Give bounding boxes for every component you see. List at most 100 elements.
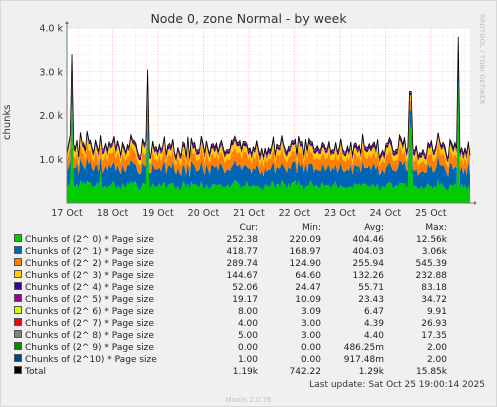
legend-series-name: Chunks of (2^ 9) * Page size	[10, 342, 195, 354]
axes	[65, 21, 477, 205]
legend-header-min: Min:	[301, 223, 321, 233]
legend-row: Chunks of (2^10) * Page size 1.00 0.00 917.…	[10, 354, 447, 366]
legend-value-min: 742.22	[289, 367, 322, 377]
legend-label: Chunks of (2^ 9) * Page size	[25, 343, 154, 353]
legend-label: Chunks of (2^ 8) * Page size	[25, 331, 154, 341]
area-series-1	[67, 57, 470, 191]
legend-value-avg: 4.39	[363, 319, 384, 329]
legend-swatch	[14, 294, 22, 302]
legend-row: Chunks of (2^ 0) * Page size 252.38 220.09…	[10, 234, 447, 246]
legend-value-max: 34.72	[421, 295, 447, 305]
legend-label: Chunks of (2^ 2) * Page size	[25, 259, 154, 269]
x-tick-label: 19 Oct	[142, 208, 174, 219]
y-tick-label: 1.0 k	[39, 155, 63, 166]
legend-row: Chunks of (2^ 6) * Page size 8.00 3.09 6.47…	[10, 306, 447, 318]
legend-value-min: 168.97	[289, 247, 322, 257]
tick-labels: 1.0 k 2.0 k 3.0 k 4.0 k 17 Oct 18 Oct 19 Oct 20…	[39, 24, 447, 220]
legend-label: Chunks of (2^ 4) * Page size	[25, 283, 154, 293]
legend-body: Chunks of (2^ 0) * Page size 252.38 220.09…	[10, 234, 447, 378]
legend-value-max: 2.00	[426, 343, 447, 353]
legend-value-min: 3.00	[300, 319, 321, 329]
legend-value-avg: 486.25m	[343, 343, 384, 353]
legend-row: Total 1.19k 742.22 1.29k 15.85k	[10, 366, 447, 378]
legend-value-avg: 1.29k	[358, 367, 384, 377]
legend-header-avg: Avg:	[364, 223, 384, 233]
legend-swatch	[14, 342, 22, 350]
area-series-0	[67, 79, 470, 203]
legend-value-max: 9.91	[426, 307, 447, 317]
total-line	[66, 36, 471, 159]
x-tick-label: 25 Oct	[415, 208, 447, 219]
legend-swatch	[14, 234, 22, 242]
legend-value-cur: 144.67	[226, 271, 259, 281]
legend-value-max: 232.88	[415, 271, 448, 281]
legend-value-max: 545.39	[415, 259, 448, 269]
legend-series-name: Chunks of (2^10) * Page size	[10, 354, 195, 366]
legend-value-max: 17.35	[421, 331, 447, 341]
legend-header: Cur: Min: Avg: Max:	[10, 222, 447, 234]
legend-value-max: 2.00	[426, 355, 447, 365]
legend-row: Chunks of (2^ 2) * Page size 289.74 124.90…	[10, 258, 447, 270]
legend-swatch	[14, 354, 22, 362]
legend-value-max: 15.85k	[416, 367, 447, 377]
legend-label: Total	[25, 367, 47, 377]
legend-series-name: Chunks of (2^ 8) * Page size	[10, 330, 195, 342]
legend-value-cur: 5.00	[237, 331, 258, 341]
legend-series-name: Chunks of (2^ 5) * Page size	[10, 294, 195, 306]
legend-table: Cur: Min: Avg: Max: Chunks of (2^ 0) * P…	[10, 222, 447, 378]
legend-label: Chunks of (2^ 7) * Page size	[25, 319, 154, 329]
legend-label: Chunks of (2^ 0) * Page size	[25, 235, 154, 245]
legend-series-name: Chunks of (2^ 1) * Page size	[10, 246, 195, 258]
legend-label: Chunks of (2^ 1) * Page size	[25, 247, 154, 257]
legend-value-min: 3.09	[300, 307, 321, 317]
legend-value-avg: 4.40	[363, 331, 384, 341]
legend-series-name: Chunks of (2^ 6) * Page size	[10, 306, 195, 318]
chart-title: Node 0, zone Normal - by week	[150, 11, 347, 26]
legend-value-cur: 19.17	[232, 295, 258, 305]
legend-series-name: Chunks of (2^ 7) * Page size	[10, 318, 195, 330]
stacked-areas	[66, 36, 471, 203]
legend-value-avg: 55.71	[358, 283, 384, 293]
legend-value-avg: 917.48m	[343, 355, 384, 365]
legend-value-max: 83.18	[421, 283, 447, 293]
x-tick-label: 23 Oct	[324, 208, 356, 219]
munin-footer: Munin 2.0.76	[225, 396, 272, 404]
legend-value-cur: 52.06	[232, 283, 258, 293]
x-tick-label: 20 Oct	[188, 208, 220, 219]
legend-swatch	[14, 330, 22, 338]
legend-row: Chunks of (2^ 4) * Page size 52.06 24.47 55…	[10, 282, 447, 294]
legend-series-name: Total	[10, 366, 195, 378]
legend-row: Chunks of (2^ 9) * Page size 0.00 0.00 486.…	[10, 342, 447, 354]
legend-value-max: 26.93	[421, 319, 447, 329]
legend-swatch	[14, 306, 22, 314]
legend-series-name: Chunks of (2^ 0) * Page size	[10, 234, 195, 246]
legend-value-cur: 8.00	[237, 307, 258, 317]
legend-value-cur: 252.38	[226, 235, 259, 245]
legend-swatch	[14, 366, 22, 374]
legend-series-name: Chunks of (2^ 2) * Page size	[10, 258, 195, 270]
legend-header-max: Max:	[425, 223, 447, 233]
legend-swatch	[14, 246, 22, 254]
legend-row: Chunks of (2^ 7) * Page size 4.00 3.00 4.39…	[10, 318, 447, 330]
x-tick-label: 24 Oct	[370, 208, 402, 219]
legend-value-min: 0.00	[300, 355, 321, 365]
legend-header-cur: Cur:	[239, 223, 258, 233]
y-tick-label: 4.0 k	[39, 24, 63, 35]
x-tick-label: 22 Oct	[279, 208, 311, 219]
legend-value-min: 10.09	[295, 295, 321, 305]
legend-row: Chunks of (2^ 3) * Page size 144.67 64.60 1…	[10, 270, 447, 282]
y-tick-label: 3.0 k	[39, 67, 63, 78]
legend-value-max: 3.06k	[421, 247, 447, 257]
legend-series-name: Chunks of (2^ 3) * Page size	[10, 270, 195, 282]
legend-value-min: 64.60	[295, 271, 321, 281]
legend-label: Chunks of (2^10) * Page size	[25, 355, 157, 365]
legend-value-avg: 404.46	[352, 235, 385, 245]
legend-value-min: 3.00	[300, 331, 321, 341]
legend-swatch	[14, 270, 22, 278]
legend-series-name: Chunks of (2^ 4) * Page size	[10, 282, 195, 294]
x-tick-label: 17 Oct	[51, 208, 83, 219]
legend-row: Chunks of (2^ 8) * Page size 5.00 3.00 4.40…	[10, 330, 447, 342]
legend-label: Chunks of (2^ 5) * Page size	[25, 295, 154, 305]
legend-swatch	[14, 282, 22, 290]
legend-value-cur: 1.19k	[232, 367, 258, 377]
